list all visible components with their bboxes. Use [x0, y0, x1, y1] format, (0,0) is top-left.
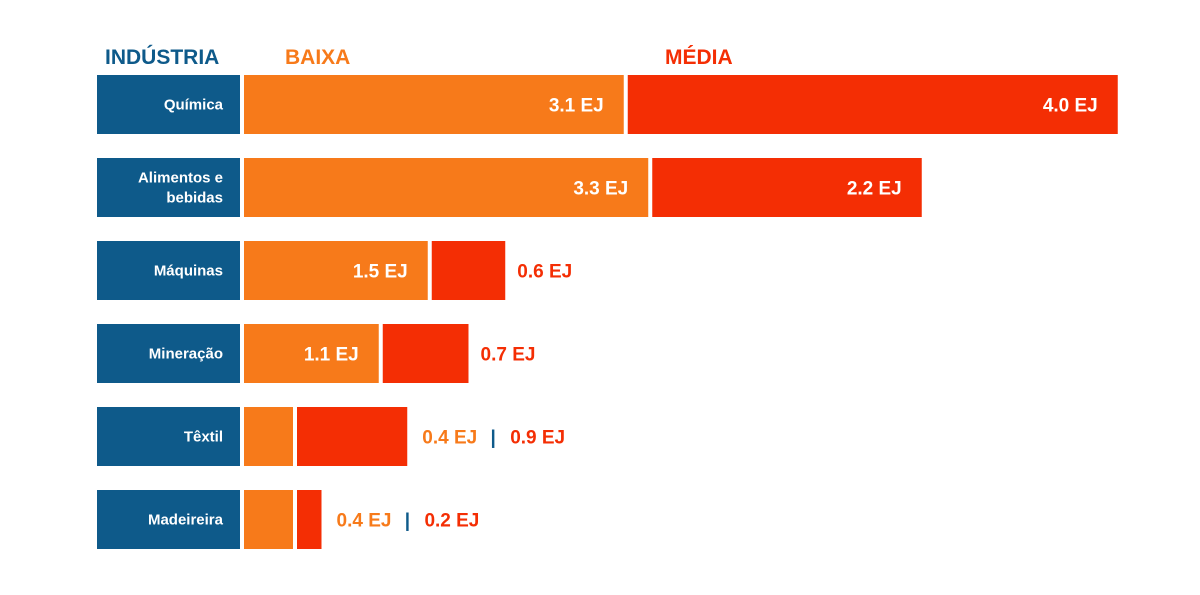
value-label-media: 0.2 EJ	[424, 511, 479, 532]
chart-row: Química 3.1 EJ 4.0 EJ	[97, 75, 1118, 134]
value-label-baixa: 3.3 EJ	[573, 179, 628, 200]
bar-baixa	[244, 407, 293, 466]
value-separator: |	[405, 511, 410, 532]
category-box	[97, 490, 240, 549]
bar-media	[382, 324, 469, 383]
category-label: bebidas	[166, 190, 223, 207]
value-label-media: 0.7 EJ	[481, 345, 536, 366]
bar-media	[297, 490, 322, 549]
chart-row: Madeireira 0.4 EJ | 0.2 EJ	[97, 490, 479, 549]
value-label-baixa: 0.4 EJ	[337, 511, 392, 532]
bar-baixa	[244, 158, 649, 217]
bar-media	[652, 158, 922, 217]
chart-row: Têxtil 0.4 EJ | 0.9 EJ	[97, 407, 565, 466]
value-separator: |	[491, 428, 496, 449]
chart-row: Alimentos e bebidas 3.3 EJ 2.2 EJ	[97, 158, 922, 217]
category-box	[97, 324, 240, 383]
category-label: Madeireira	[148, 512, 224, 529]
category-label: Têxtil	[184, 429, 223, 446]
category-label: Mineração	[149, 346, 223, 363]
category-label: Química	[164, 97, 224, 114]
bar-media	[627, 75, 1118, 134]
bar-baixa	[244, 75, 624, 134]
category-label: Máquinas	[154, 263, 223, 280]
category-label: Alimentos e	[138, 170, 223, 187]
bar-baixa	[244, 490, 293, 549]
header-industria: INDÚSTRIA	[105, 45, 219, 69]
value-label-media: 4.0 EJ	[1043, 96, 1098, 117]
bar-media	[431, 241, 506, 300]
category-box	[97, 241, 240, 300]
value-label-baixa: 3.1 EJ	[549, 96, 604, 117]
chart-rows: Química 3.1 EJ 4.0 EJ Alimentos e bebidas 3.3…	[97, 75, 1118, 549]
bar-baixa	[244, 241, 428, 300]
chart-row: Máquinas 1.5 EJ 0.6 EJ	[97, 241, 572, 300]
value-label-media: 2.2 EJ	[847, 179, 902, 200]
header-media: MÉDIA	[665, 46, 733, 69]
category-box	[97, 158, 240, 217]
value-label-media: 0.6 EJ	[517, 262, 572, 283]
header-baixa: BAIXA	[285, 46, 350, 69]
category-box	[97, 75, 240, 134]
value-label-baixa: 0.4 EJ	[422, 428, 477, 449]
value-label-baixa: 1.1 EJ	[304, 345, 359, 366]
bar-media	[297, 407, 408, 466]
bar-baixa	[244, 324, 379, 383]
value-label-baixa: 1.5 EJ	[353, 262, 408, 283]
chart-row: Mineração 1.1 EJ 0.7 EJ	[97, 324, 535, 383]
value-label-media: 0.9 EJ	[510, 428, 565, 449]
category-box	[97, 407, 240, 466]
